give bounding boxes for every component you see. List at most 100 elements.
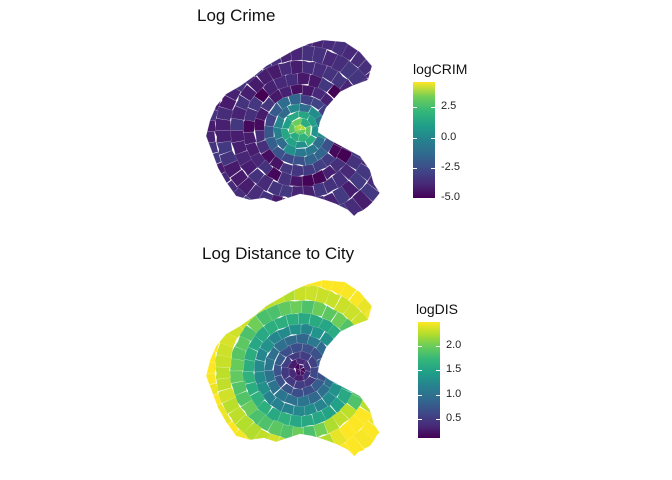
map-tract — [333, 295, 353, 315]
map-tract — [330, 280, 349, 296]
map-tract — [331, 70, 349, 90]
map-tract — [256, 139, 271, 155]
legend-tick-mark — [413, 137, 417, 139]
map-tract — [273, 363, 282, 378]
map-tract — [362, 331, 381, 348]
legend-tick-mark — [418, 394, 422, 396]
map-tract — [213, 130, 232, 144]
map-tract — [313, 210, 330, 220]
map-tract — [305, 452, 320, 460]
map-tract — [315, 450, 332, 460]
map-tract — [345, 414, 366, 435]
map-tract — [288, 40, 302, 46]
map-tract — [366, 342, 382, 358]
map-tract — [303, 212, 318, 220]
map-tract — [293, 453, 307, 460]
map-tract — [384, 110, 403, 124]
crime-map-panel: Log Crime logCRIM 2.5 0.0 -2.5 -5.0 — [197, 6, 467, 221]
map-tract — [309, 436, 325, 456]
map-tract — [321, 49, 339, 68]
map-tract — [340, 180, 360, 200]
map-tract — [280, 366, 290, 381]
map-tract — [323, 114, 337, 129]
map-tract — [342, 301, 362, 322]
map-tract — [368, 354, 382, 368]
map-tract — [216, 62, 237, 83]
map-tract — [216, 140, 233, 156]
map-tract — [385, 360, 403, 373]
legend-tick-label: -5.0 — [441, 191, 460, 203]
map-tract — [331, 110, 347, 125]
map-tract — [304, 134, 317, 148]
map-tract — [308, 313, 324, 329]
map-tract — [322, 350, 336, 365]
map-tract — [335, 361, 346, 375]
map-tract — [267, 419, 284, 438]
map-tract — [292, 155, 306, 167]
map-tract — [299, 103, 313, 113]
map-tract — [276, 40, 292, 47]
map-tract — [284, 136, 298, 149]
map-tract — [283, 376, 297, 388]
map-tract — [369, 313, 382, 332]
map-tract — [301, 300, 315, 315]
map-tract — [324, 207, 342, 220]
map-tract — [311, 300, 327, 317]
map-boundary — [205, 279, 383, 461]
map-tract — [331, 410, 350, 428]
map-tract — [311, 378, 326, 393]
map-tract — [234, 94, 251, 111]
map-tract — [335, 123, 348, 137]
map-tract — [216, 342, 234, 358]
crime-colorbar — [413, 82, 435, 198]
map-tract — [345, 355, 359, 369]
map-tract — [384, 134, 402, 147]
map-tract — [377, 154, 382, 172]
map-tract — [246, 441, 266, 460]
legend-tick-label: 0.5 — [446, 411, 462, 424]
map-tract — [272, 314, 289, 330]
map-tract — [221, 396, 240, 415]
legend-tick-label: 1.0 — [446, 387, 462, 400]
map-tract — [334, 333, 352, 350]
map-tract — [351, 98, 367, 116]
map-tract — [287, 439, 301, 455]
map-tract — [356, 123, 372, 137]
map-tract — [332, 349, 346, 364]
map-tract — [374, 402, 382, 422]
legend-tick-label: -2.5 — [441, 160, 460, 173]
map-tract — [206, 161, 226, 180]
map-tract — [383, 348, 401, 362]
map-tract — [252, 40, 271, 55]
legend-tick-mark — [413, 167, 417, 169]
map-tract — [242, 359, 256, 373]
map-tract — [208, 313, 229, 333]
legend-tick-mark — [436, 418, 440, 420]
map-tract — [344, 435, 366, 458]
map-tract — [283, 393, 299, 407]
legend-tick-mark — [436, 346, 440, 348]
map-tract — [344, 367, 359, 382]
map-tract — [356, 320, 377, 339]
legend-tick-mark — [431, 198, 435, 199]
legend-tick-label: 0.0 — [441, 130, 457, 143]
map-tract — [265, 48, 282, 67]
map-tract — [281, 453, 296, 460]
map-tract — [214, 117, 232, 131]
map-tract — [380, 97, 382, 114]
legend-tick-mark — [431, 137, 435, 139]
map-tract — [276, 325, 292, 340]
map-tract — [344, 114, 359, 129]
distance-choropleth-map — [205, 279, 403, 461]
map-tract — [255, 207, 274, 220]
map-tract — [313, 146, 329, 162]
map-tract — [290, 185, 304, 202]
map-tract — [257, 446, 275, 460]
map-tract — [216, 377, 232, 392]
legend-tick-label: 1.5 — [446, 363, 462, 376]
map-tract — [344, 328, 363, 345]
map-tract — [289, 175, 303, 187]
map-tract — [354, 374, 371, 388]
legend-tick-mark — [436, 370, 440, 372]
map-tract — [326, 362, 336, 377]
